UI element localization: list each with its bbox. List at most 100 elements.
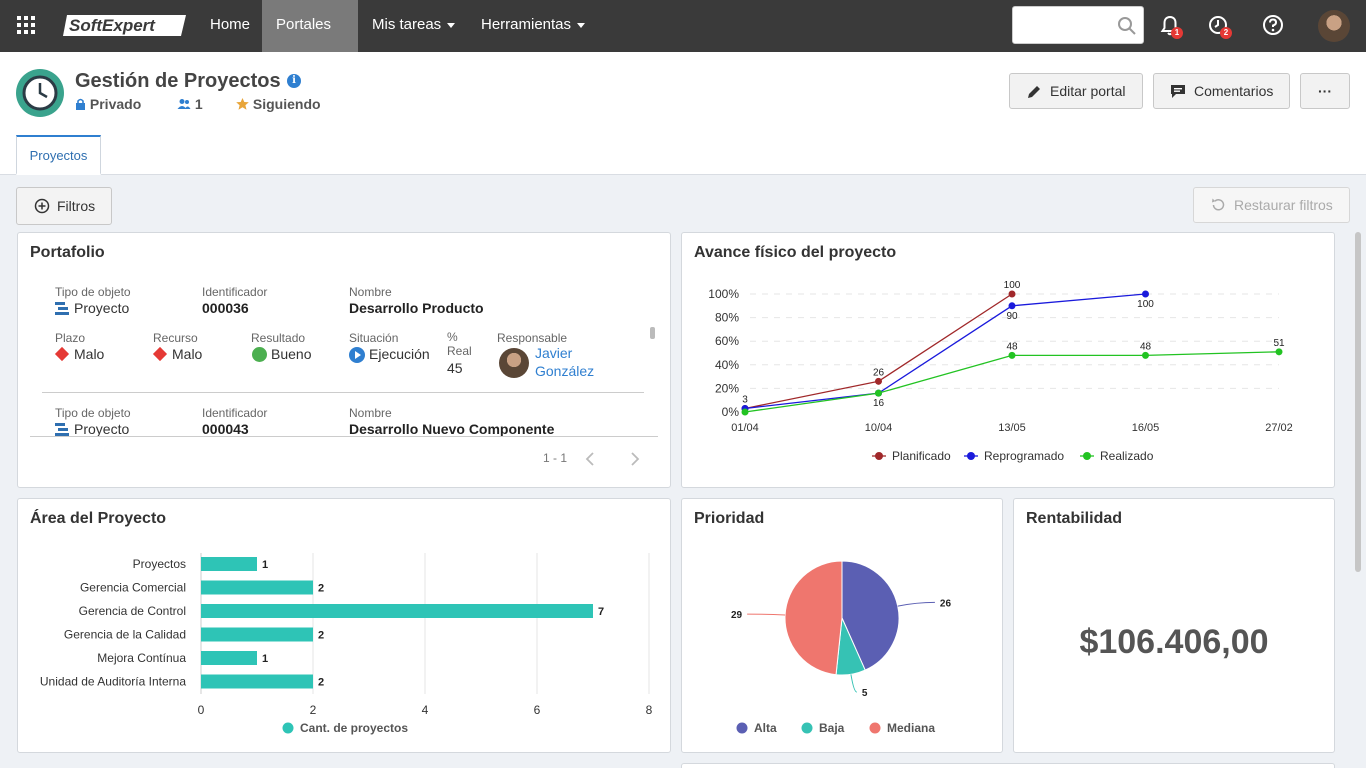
chevron-left-icon[interactable] xyxy=(583,451,597,467)
status-bad-icon xyxy=(152,346,168,362)
x-tick-label: 27/02 xyxy=(1265,422,1293,434)
info-icon[interactable]: i xyxy=(287,74,301,88)
data-point-realizado xyxy=(741,408,749,416)
search-input[interactable] xyxy=(1012,6,1144,44)
recurso-value: Malo xyxy=(172,346,203,362)
status-good-icon xyxy=(252,347,267,362)
tipo-label: Tipo de objeto xyxy=(55,285,131,299)
softexpert-logo[interactable]: SoftExpert xyxy=(63,12,188,38)
id-label: Identificador xyxy=(202,285,268,299)
tipo-value: Proyecto xyxy=(74,421,130,436)
notifications-bell-icon[interactable]: 1 xyxy=(1158,14,1183,39)
tab-proyectos[interactable]: Proyectos xyxy=(16,135,101,175)
list-bottom-divider xyxy=(30,436,658,437)
nav-mis-tareas[interactable]: Mis tareas xyxy=(358,0,469,52)
x-tick-label: 13/05 xyxy=(998,422,1026,434)
id-label: Identificador xyxy=(202,406,268,420)
avance-card: Avance físico del proyecto 0% 20% 40% 60% 80… xyxy=(681,232,1335,488)
nombre-value[interactable]: Desarrollo Nuevo Componente xyxy=(349,421,555,436)
category-label: Proyectos xyxy=(133,557,186,571)
id-value[interactable]: 000043 xyxy=(202,421,249,436)
area-card: Área del Proyecto 0 2 4 6 8 Proyectos 1 Gerenci… xyxy=(17,498,671,753)
legend-label: Planificado xyxy=(892,449,951,463)
responsable-last[interactable]: González xyxy=(535,363,595,379)
data-point-reprogramado xyxy=(1142,290,1149,298)
pencil-icon xyxy=(1028,86,1040,98)
user-avatar[interactable] xyxy=(1318,10,1350,42)
pie-value-label: 26 xyxy=(940,598,952,609)
line-chart: 0% 20% 40% 60% 80% 100% 01/04 10/04 13/05 16/05 27… xyxy=(708,280,1293,463)
members-count: 1 xyxy=(194,96,203,112)
filters-button[interactable]: Filtros xyxy=(16,187,112,225)
nav-home[interactable]: Home xyxy=(196,0,264,52)
bar xyxy=(201,651,257,665)
list-scrollbar[interactable] xyxy=(650,327,655,339)
notification-badge: 1 xyxy=(1171,27,1183,39)
x-tick-label: 4 xyxy=(422,703,429,717)
pie-value-label: 29 xyxy=(731,610,743,621)
chevron-down-icon xyxy=(577,22,586,28)
situacion-label: Situación xyxy=(349,331,399,345)
apps-grid-icon[interactable] xyxy=(17,16,35,34)
category-label: Gerencia de la Calidad xyxy=(64,628,186,642)
chevron-right-icon[interactable] xyxy=(628,451,642,467)
restore-filters-button[interactable]: Restaurar filtros xyxy=(1193,187,1350,223)
comments-button[interactable]: Comentarios xyxy=(1153,73,1290,109)
legend-marker xyxy=(736,722,748,734)
nav-herramientas[interactable]: Herramientas xyxy=(467,0,599,52)
portafolio-card: Portafolio Tipo de objeto Proyecto Ident… xyxy=(17,232,671,488)
edit-portal-button[interactable]: Editar portal xyxy=(1009,73,1143,109)
logo-text: SoftExpert xyxy=(69,16,156,35)
following-label: Siguiendo xyxy=(252,96,321,112)
resultado-value: Bueno xyxy=(271,346,312,362)
legend-marker xyxy=(869,722,881,734)
nombre-value[interactable]: Desarrollo Producto xyxy=(349,300,484,316)
bar xyxy=(201,580,313,595)
pie-slice-mediana xyxy=(784,560,843,676)
star-icon xyxy=(236,98,249,110)
tab-proyectos-label: Proyectos xyxy=(29,148,88,163)
avance-title: Avance físico del proyecto xyxy=(694,244,897,261)
nav-home-label: Home xyxy=(210,16,251,33)
portafolio-title: Portafolio xyxy=(30,244,105,261)
data-label: 51 xyxy=(1273,338,1285,349)
following-indicator[interactable]: Siguiendo xyxy=(236,96,321,112)
category-label: Mejora Contínua xyxy=(97,651,186,665)
y-tick-label: 100% xyxy=(708,287,739,301)
real-value: 45 xyxy=(447,360,463,376)
privacy-label: Privado xyxy=(89,96,142,112)
category-label: Gerencia de Control xyxy=(79,604,186,618)
members-indicator[interactable]: 1 xyxy=(177,96,203,112)
nav-portales[interactable]: Portales xyxy=(262,0,358,78)
data-label: 48 xyxy=(1140,341,1152,352)
filters-label: Filtros xyxy=(57,198,96,214)
lock-icon xyxy=(76,98,85,110)
data-label: 26 xyxy=(873,367,885,378)
nav-portales-label: Portales xyxy=(276,16,332,33)
page-title: Gestión de Proyectos xyxy=(75,70,281,92)
portal-clock-icon xyxy=(16,69,64,117)
more-options-button[interactable]: ··· xyxy=(1300,73,1350,109)
help-icon[interactable] xyxy=(1261,14,1285,38)
top-navbar: SoftExpert Home Portales Mis tareas Herr… xyxy=(0,0,1366,78)
search-icon[interactable] xyxy=(1117,16,1137,36)
row-divider xyxy=(42,392,644,393)
plazo-value: Malo xyxy=(74,346,105,362)
pie-value-label: 5 xyxy=(862,688,868,699)
bar-value-label: 2 xyxy=(318,630,324,642)
situacion-value: Ejecución xyxy=(369,346,430,362)
responsable-first[interactable]: Javier xyxy=(535,345,573,361)
legend-marker xyxy=(801,722,813,734)
legend-marker xyxy=(1083,452,1091,460)
legend-label: Baja xyxy=(819,721,845,735)
list-item: Tipo de objeto Proyecto Identificador 00… xyxy=(18,393,658,436)
y-tick-label: 60% xyxy=(715,334,739,348)
plus-circle-icon xyxy=(34,198,50,214)
y-tick-label: 0% xyxy=(722,405,740,419)
tasks-clock-icon[interactable]: 2 xyxy=(1207,14,1232,39)
x-tick-label: 0 xyxy=(198,703,205,717)
page-scrollbar[interactable] xyxy=(1355,232,1361,572)
id-value[interactable]: 000036 xyxy=(202,300,249,316)
recurso-label: Recurso xyxy=(153,331,198,345)
data-label: 16 xyxy=(873,398,885,409)
